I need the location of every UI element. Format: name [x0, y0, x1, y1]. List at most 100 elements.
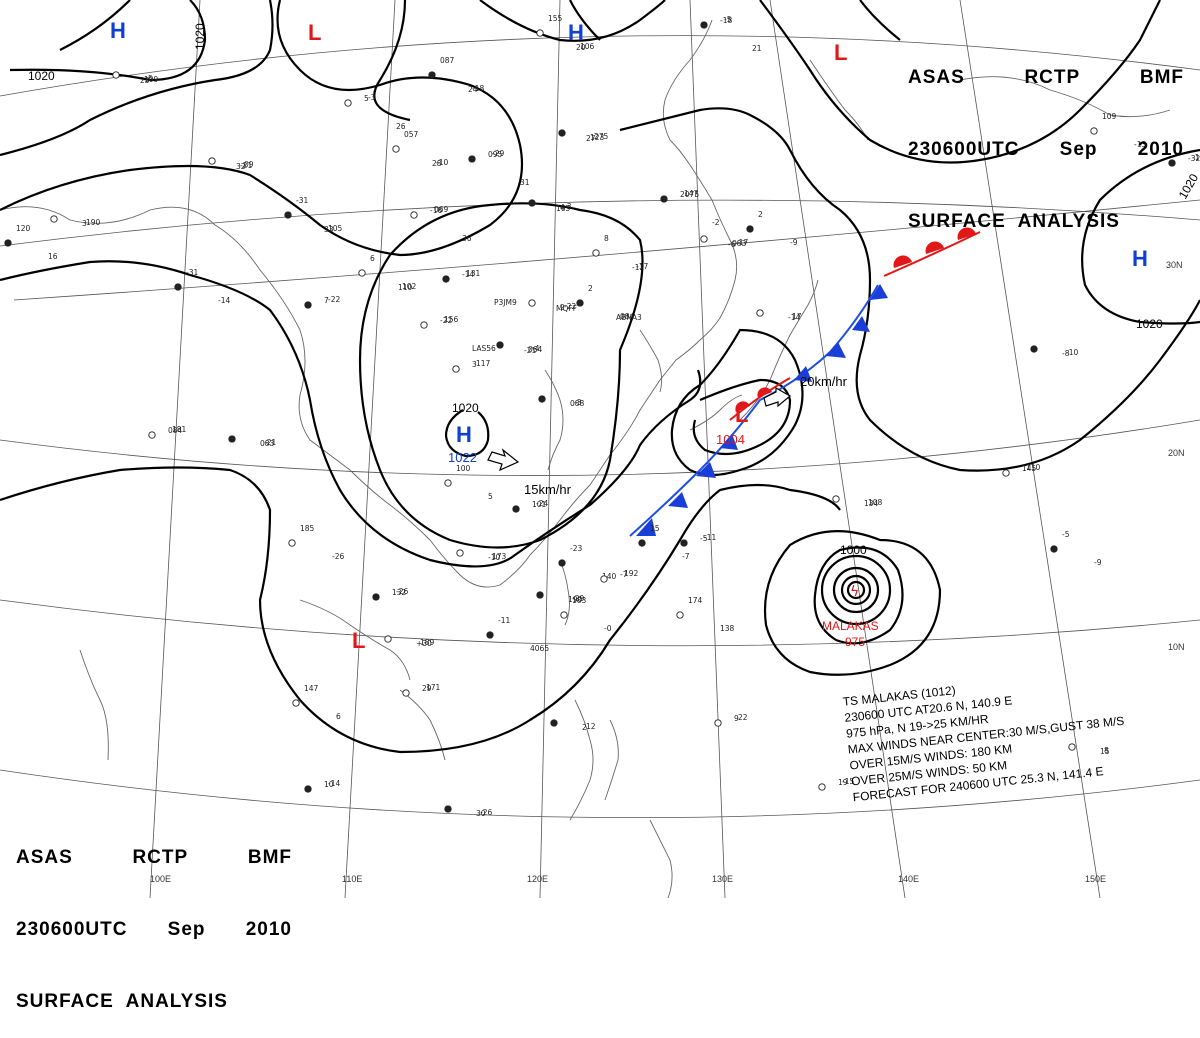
station-circle-icon — [1050, 545, 1058, 553]
header-office: BMF — [1139, 67, 1184, 88]
station-value: -10 — [436, 158, 448, 167]
station-value: 28 — [432, 159, 442, 168]
station-value: -14 — [788, 313, 800, 322]
high-center-4: H — [1132, 246, 1148, 271]
station-value: 064 — [528, 345, 543, 354]
station-circle-icon — [304, 785, 312, 793]
station-value: 105 — [328, 224, 343, 233]
header-time: 230600UTC — [908, 139, 1020, 160]
isobars — [0, 0, 1200, 754]
station-value: 192 — [624, 569, 639, 578]
station-circle-icon — [292, 699, 300, 707]
station-value: 069 — [434, 205, 449, 214]
footer-time: 230600UTC — [16, 919, 128, 940]
station-value: 5 — [364, 94, 369, 103]
graticule-labels: 30N 20N 10N 100E 110E 120E 130E 140E 150… — [150, 260, 1185, 884]
station-value: -24 — [536, 499, 548, 508]
station-value: 109 — [1102, 112, 1117, 121]
station-value: -11 — [498, 616, 510, 625]
station-value: 147 — [684, 189, 699, 198]
station-value: 6 — [336, 712, 341, 721]
station-value: -7 — [620, 570, 628, 579]
station-circle-icon — [1030, 345, 1038, 353]
station-circle-icon — [420, 321, 428, 329]
station-value: -32 — [1188, 154, 1200, 163]
station-value: -9 — [1094, 558, 1102, 567]
station-value: -5 — [724, 15, 732, 24]
header-top-right: ASAS RCTP BMF 230600UTC Sep 2010 SURFACE ANA… — [908, 18, 1184, 258]
station-value: 123 — [590, 133, 605, 142]
station-value: 138 — [720, 624, 735, 633]
station-value: -8 — [1062, 349, 1070, 358]
station-value: 24 — [468, 85, 478, 94]
header-month: Sep — [1059, 139, 1098, 160]
station-circle-icon — [536, 591, 544, 599]
station-circle-icon — [528, 199, 536, 207]
coastlines — [0, 19, 1171, 898]
lat-label-30n: 30N — [1166, 260, 1183, 270]
station-value: 16 — [48, 252, 58, 261]
station-value: 2 — [582, 723, 587, 732]
station-value: 31 — [520, 178, 530, 187]
station-value: 4 — [560, 203, 565, 212]
station-value: -23 — [570, 544, 582, 553]
station-value: 108 — [868, 498, 883, 507]
storm-name: MALAKAS — [822, 619, 879, 633]
station-circle-icon — [1090, 127, 1098, 135]
station-value: 21 — [752, 44, 762, 53]
station-value: 33 — [324, 225, 334, 234]
station-value: -26 — [332, 552, 344, 561]
station-circle-icon — [496, 341, 504, 349]
footer-year: 2010 — [245, 919, 292, 940]
station-value: 057 — [404, 130, 419, 139]
footer-office: BMF — [247, 847, 292, 868]
station-circle-icon — [576, 299, 584, 307]
station-circle-icon — [284, 211, 292, 219]
station-value: -29 — [572, 594, 584, 603]
high-center-1: H — [110, 18, 126, 43]
station-circle-icon — [818, 783, 826, 791]
high-center-3: H — [456, 422, 472, 447]
lon-label-130e: 130E — [712, 874, 733, 884]
isobar-labels: 1020 1020 1020 1020 1020 1000 — [28, 23, 1200, 557]
station-value: -3 — [564, 202, 572, 211]
station-value: 15 — [650, 524, 660, 533]
station-circle-icon — [592, 249, 600, 257]
station-circle-icon — [358, 269, 366, 277]
station-value: 8 — [1104, 746, 1109, 755]
station-circle-icon — [558, 559, 566, 567]
station-value: 185 — [300, 524, 315, 533]
footer-title: SURFACE ANALYSIS — [16, 991, 228, 1012]
station-value: 117 — [476, 359, 491, 368]
station-circle-icon — [660, 195, 668, 203]
station-circle-icon — [512, 505, 520, 513]
station-value: -17 — [636, 262, 648, 271]
station-circle-icon — [288, 539, 296, 547]
station-value: MQFF — [556, 304, 577, 313]
station-value: 131 — [466, 269, 481, 278]
station-value: 09 — [244, 160, 254, 169]
station-value: 156 — [444, 315, 459, 324]
station-circle-icon — [428, 71, 436, 79]
station-value: 20 — [576, 43, 586, 52]
station-circle-icon — [444, 479, 452, 487]
station-circle-icon — [638, 539, 646, 547]
high-center-3-value: 1022 — [448, 450, 477, 465]
station-circle-icon — [384, 635, 392, 643]
station-value: -7 — [682, 552, 690, 561]
station-value: -12 — [632, 263, 644, 272]
station-value: 5 — [148, 74, 153, 83]
station-value: 2 — [758, 210, 763, 219]
station-value: -14 — [328, 779, 340, 788]
header-station: RCTP — [1024, 67, 1081, 88]
lon-label-100e: 100E — [150, 874, 171, 884]
lat-label-20n: 20N — [1168, 448, 1185, 458]
low-center-3: L — [352, 628, 365, 653]
station-circle-icon — [442, 275, 450, 283]
longitude-lines — [149, 0, 1101, 898]
station-circle-icon — [304, 301, 312, 309]
station-circle-icon — [4, 239, 12, 247]
station-circle-icon — [456, 549, 464, 557]
footer-station: RCTP — [132, 847, 189, 868]
station-value: 174 — [688, 596, 703, 605]
